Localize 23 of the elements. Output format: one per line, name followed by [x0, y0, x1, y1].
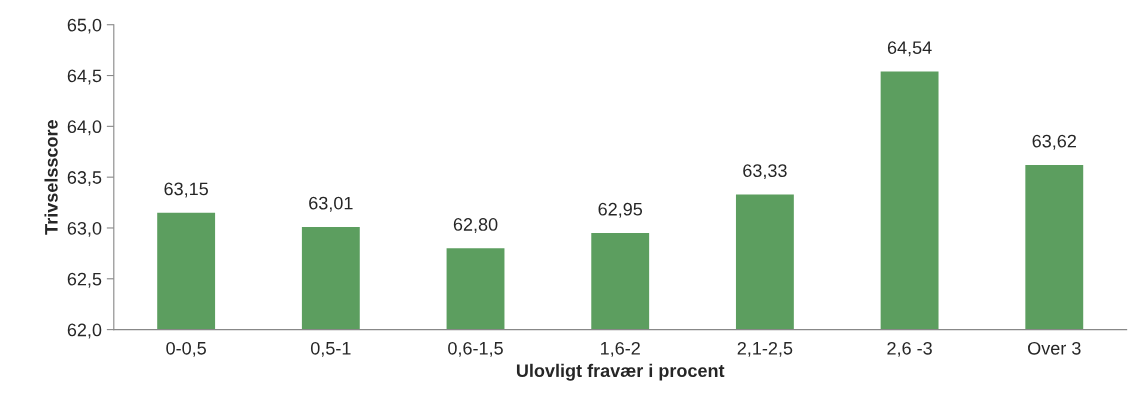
y-axis-title: Trivselsscore [44, 120, 58, 235]
x-tick-label: 1,6-2 [601, 341, 640, 357]
x-tick-label: 0-0,5 [166, 341, 206, 357]
data-label: 63,62 [1032, 134, 1076, 150]
y-tick-label: 64,0 [67, 120, 102, 136]
x-tick-label: Over 3 [1028, 341, 1081, 355]
y-tick-label: 63,5 [67, 171, 102, 187]
y-tick-label: 65,0 [67, 18, 102, 34]
data-label: 63,01 [309, 196, 353, 212]
y-tick-label: 62,0 [67, 323, 102, 339]
data-label: 62,95 [598, 202, 643, 218]
data-label: 62,80 [453, 218, 498, 233]
x-tick-label: 2,6 -3 [887, 341, 932, 357]
x-tick-label: 0,5-1 [310, 341, 351, 357]
data-label: 63,33 [743, 164, 787, 180]
data-label: 63,15 [164, 182, 208, 198]
data-label: 64,54 [887, 41, 932, 57]
y-tick-label: 63,0 [67, 221, 102, 237]
x-axis-title: Ulovligt fravær i procent [516, 363, 725, 381]
x-tick-label: 0,6-1,5 [448, 341, 503, 357]
y-tick-label: 64,5 [67, 69, 102, 85]
y-tick-label: 62,5 [67, 272, 102, 288]
x-tick-label: 2,1-2,5 [737, 341, 793, 357]
